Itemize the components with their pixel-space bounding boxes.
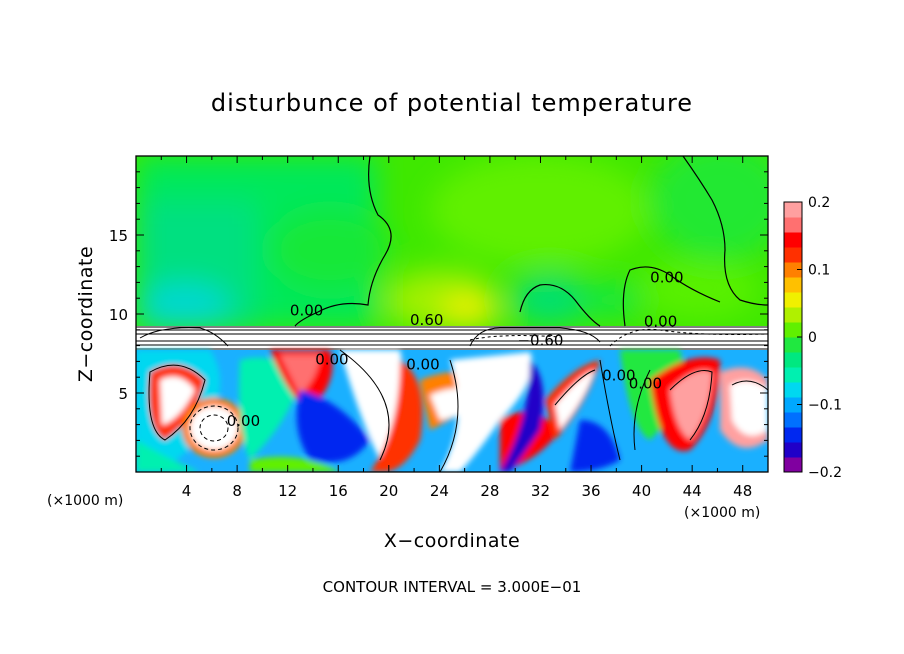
- contour-label: −0.60: [517, 332, 563, 350]
- colorbar-tick-label: 0.1: [808, 263, 830, 279]
- x-tick-label: 32: [531, 482, 550, 500]
- colorbar-segment: [784, 262, 802, 278]
- contour-label: 0.00: [629, 374, 662, 392]
- colorbar-segment: [784, 277, 802, 293]
- colorbar-tick-label: −0.1: [808, 398, 842, 414]
- colorbar-segment: [784, 457, 802, 473]
- colorbar: 0.2 0.1 0 −0.1 −0.2: [783, 195, 842, 481]
- colorbar-tick-label: 0: [808, 330, 817, 346]
- x-tick-label: 12: [278, 482, 297, 500]
- colorbar-segment: [784, 322, 802, 338]
- contour-label: 0.00: [602, 366, 635, 384]
- colorbar-tick-label: −0.2: [808, 465, 842, 481]
- colorbar-segment: [784, 232, 802, 248]
- x-axis-unit: (×1000 m): [684, 505, 760, 521]
- contour-interval-annotation: CONTOUR INTERVAL = 3.000E−01: [323, 578, 582, 596]
- x-tick-label: 8: [232, 482, 242, 500]
- chart-title: disturbunce of potential temperature: [211, 89, 693, 117]
- colorbar-segment: [784, 247, 802, 263]
- colorbar-segment: [784, 292, 802, 308]
- contour-label: 0.60: [410, 311, 443, 329]
- x-tick-label: 4: [182, 482, 192, 500]
- colorbar-segment: [784, 397, 802, 413]
- colorbar-segment: [784, 367, 802, 383]
- colorbar-segment: [784, 382, 802, 398]
- x-axis-label: X−coordinate: [384, 530, 520, 552]
- upper-field-blobs: [136, 156, 768, 330]
- colorbar-segment: [784, 427, 802, 443]
- contour-label: 0.00: [227, 412, 260, 430]
- y-axis-label: Z−coordinate: [75, 246, 97, 382]
- x-tick-label: 48: [733, 482, 752, 500]
- colorbar-segment: [784, 352, 802, 368]
- x-tick-label: 36: [581, 482, 600, 500]
- colorbar-tick-label: 0.2: [808, 195, 830, 211]
- contour-labels: 0.000.600.000.00−0.600.00 0.000.000.000.0…: [227, 268, 684, 430]
- turbulent-layer: [136, 349, 768, 472]
- y-axis: 5 10 15: [109, 171, 768, 457]
- x-tick-label: 44: [683, 482, 702, 500]
- y-tick-label: 15: [109, 227, 128, 245]
- colorbar-segment: [784, 202, 802, 218]
- contour-label: 0.00: [644, 313, 677, 331]
- inversion-band-lines: [136, 326, 768, 350]
- y-tick-label: 5: [118, 385, 128, 403]
- x-tick-label: 16: [329, 482, 348, 500]
- colorbar-segment: [784, 337, 802, 353]
- contour-label: 0.00: [650, 268, 683, 286]
- x-tick-label: 40: [632, 482, 651, 500]
- contour-label: 0.00: [406, 355, 439, 373]
- y-tick-label: 10: [109, 306, 128, 324]
- colorbar-segment: [784, 217, 802, 233]
- contour-label: 0.00: [290, 302, 323, 320]
- colorbar-segment: [784, 412, 802, 428]
- x-axis: 4 8 12 16 20 24 28 32 36 40 44 48: [160, 156, 752, 500]
- turbulent-contours: [148, 349, 768, 472]
- upper-contours: [294, 156, 768, 327]
- plot-area: [136, 156, 768, 472]
- contour-label: 0.00: [315, 351, 348, 369]
- colorbar-segment: [784, 442, 802, 458]
- x-tick-label: 28: [480, 482, 499, 500]
- y-axis-unit: (×1000 m): [47, 493, 123, 509]
- colorbar-segment: [784, 307, 802, 323]
- x-tick-label: 24: [430, 482, 449, 500]
- x-tick-label: 20: [379, 482, 398, 500]
